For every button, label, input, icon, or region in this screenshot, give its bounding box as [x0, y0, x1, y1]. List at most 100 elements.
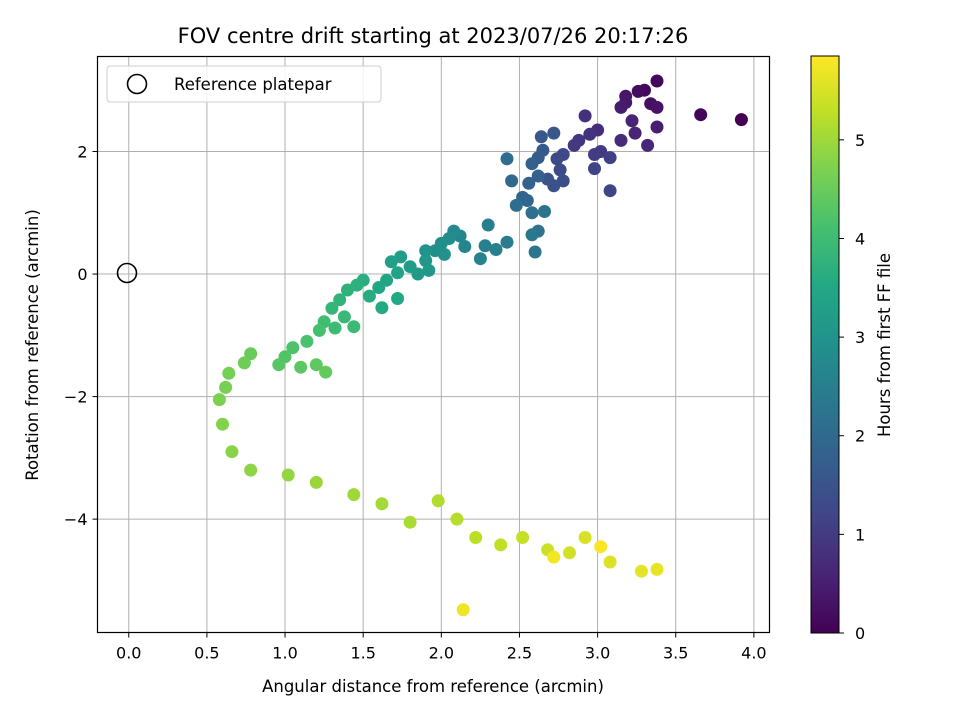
data-point [431, 494, 445, 508]
data-point [419, 244, 433, 258]
data-point [650, 562, 664, 576]
data-point [534, 130, 548, 144]
colorbar-tick-label: 0 [855, 624, 865, 643]
data-point [614, 133, 628, 147]
y-tick-label: −2 [64, 388, 88, 407]
data-point [522, 176, 536, 190]
y-tick-label: 2 [77, 142, 87, 161]
data-point [588, 148, 601, 161]
data-point [525, 206, 539, 220]
data-point [337, 310, 351, 324]
x-tick-label: 2.0 [429, 644, 454, 663]
data-point [375, 301, 389, 315]
x-axis-ticks: 0.0 0.5 1.0 1.5 2.0 2.5 3.0 3.5 4.0 [116, 632, 767, 663]
data-point [219, 380, 233, 394]
colorbar-tick-label: 3 [855, 328, 865, 347]
data-point [578, 531, 592, 544]
data-points [212, 74, 748, 617]
data-point [494, 538, 508, 552]
data-point [553, 163, 567, 177]
data-point [588, 162, 601, 176]
data-point [362, 289, 376, 303]
data-point [531, 169, 545, 183]
y-axis-ticks: −4 −2 0 2 [64, 142, 98, 529]
data-point [300, 334, 314, 348]
data-point [650, 120, 664, 134]
data-point [384, 255, 398, 269]
data-point [375, 497, 389, 511]
data-point [347, 488, 361, 502]
data-point [294, 360, 308, 374]
data-point [478, 239, 492, 253]
data-point [225, 445, 239, 459]
data-point [286, 341, 300, 355]
data-point [473, 252, 487, 266]
colorbar-tick-label: 2 [855, 427, 865, 446]
x-axis-label: Angular distance from reference (arcmin) [262, 677, 604, 696]
x-tick-label: 0.0 [116, 644, 141, 663]
data-point [631, 84, 645, 98]
data-point [528, 245, 542, 259]
colorbar: 0 1 2 3 4 5 Hours from first FF file [810, 55, 894, 643]
data-point [547, 126, 561, 140]
data-point [319, 365, 333, 379]
data-point [216, 417, 229, 431]
colorbar-gradient [810, 55, 840, 634]
colorbar-tick-label: 4 [855, 229, 865, 248]
data-point [391, 266, 405, 280]
data-point [328, 321, 342, 335]
plot-frame [96, 55, 771, 634]
data-point [525, 228, 539, 242]
data-point [516, 531, 530, 544]
grid-lines [97, 56, 770, 633]
data-point [333, 293, 347, 307]
reference-point [116, 262, 138, 284]
data-point [341, 283, 354, 297]
data-point [347, 320, 361, 334]
data-point [603, 555, 617, 569]
data-point [403, 260, 417, 274]
colorbar-label: Hours from first FF file [875, 253, 894, 437]
legend-label: Reference platepar [174, 75, 332, 94]
data-point [272, 358, 286, 372]
data-point [641, 138, 655, 152]
data-point [505, 174, 519, 188]
y-tick-label: 0 [77, 265, 87, 284]
data-point [309, 475, 323, 489]
data-point [458, 240, 472, 253]
colorbar-tick-label: 1 [855, 525, 865, 544]
data-point [525, 157, 539, 171]
chart-title: FOV centre drift starting at 2023/07/26 … [178, 24, 689, 48]
data-point [734, 113, 748, 127]
data-point [212, 393, 226, 407]
data-point [650, 74, 664, 88]
data-point [625, 114, 639, 128]
data-point [694, 108, 708, 122]
data-point [450, 512, 464, 526]
data-point [372, 281, 386, 294]
data-point [520, 194, 534, 207]
data-point [538, 205, 551, 218]
data-point [325, 301, 339, 315]
data-point [583, 127, 597, 141]
data-point [422, 263, 436, 277]
data-point [614, 100, 628, 114]
data-point [578, 109, 592, 123]
x-tick-label: 1.5 [350, 644, 375, 663]
data-point [244, 347, 258, 361]
x-tick-label: 3.5 [663, 644, 688, 663]
data-point [603, 151, 617, 165]
legend: Reference platepar [106, 65, 382, 103]
data-point [244, 463, 258, 477]
data-point [628, 126, 642, 140]
x-tick-label: 4.0 [741, 644, 766, 663]
data-point [419, 254, 433, 268]
data-point [650, 100, 664, 114]
x-tick-label: 2.5 [507, 644, 532, 663]
data-point [281, 468, 295, 482]
data-point [309, 358, 323, 372]
data-point [500, 152, 514, 166]
data-point [391, 292, 405, 305]
legend-box [106, 65, 382, 103]
